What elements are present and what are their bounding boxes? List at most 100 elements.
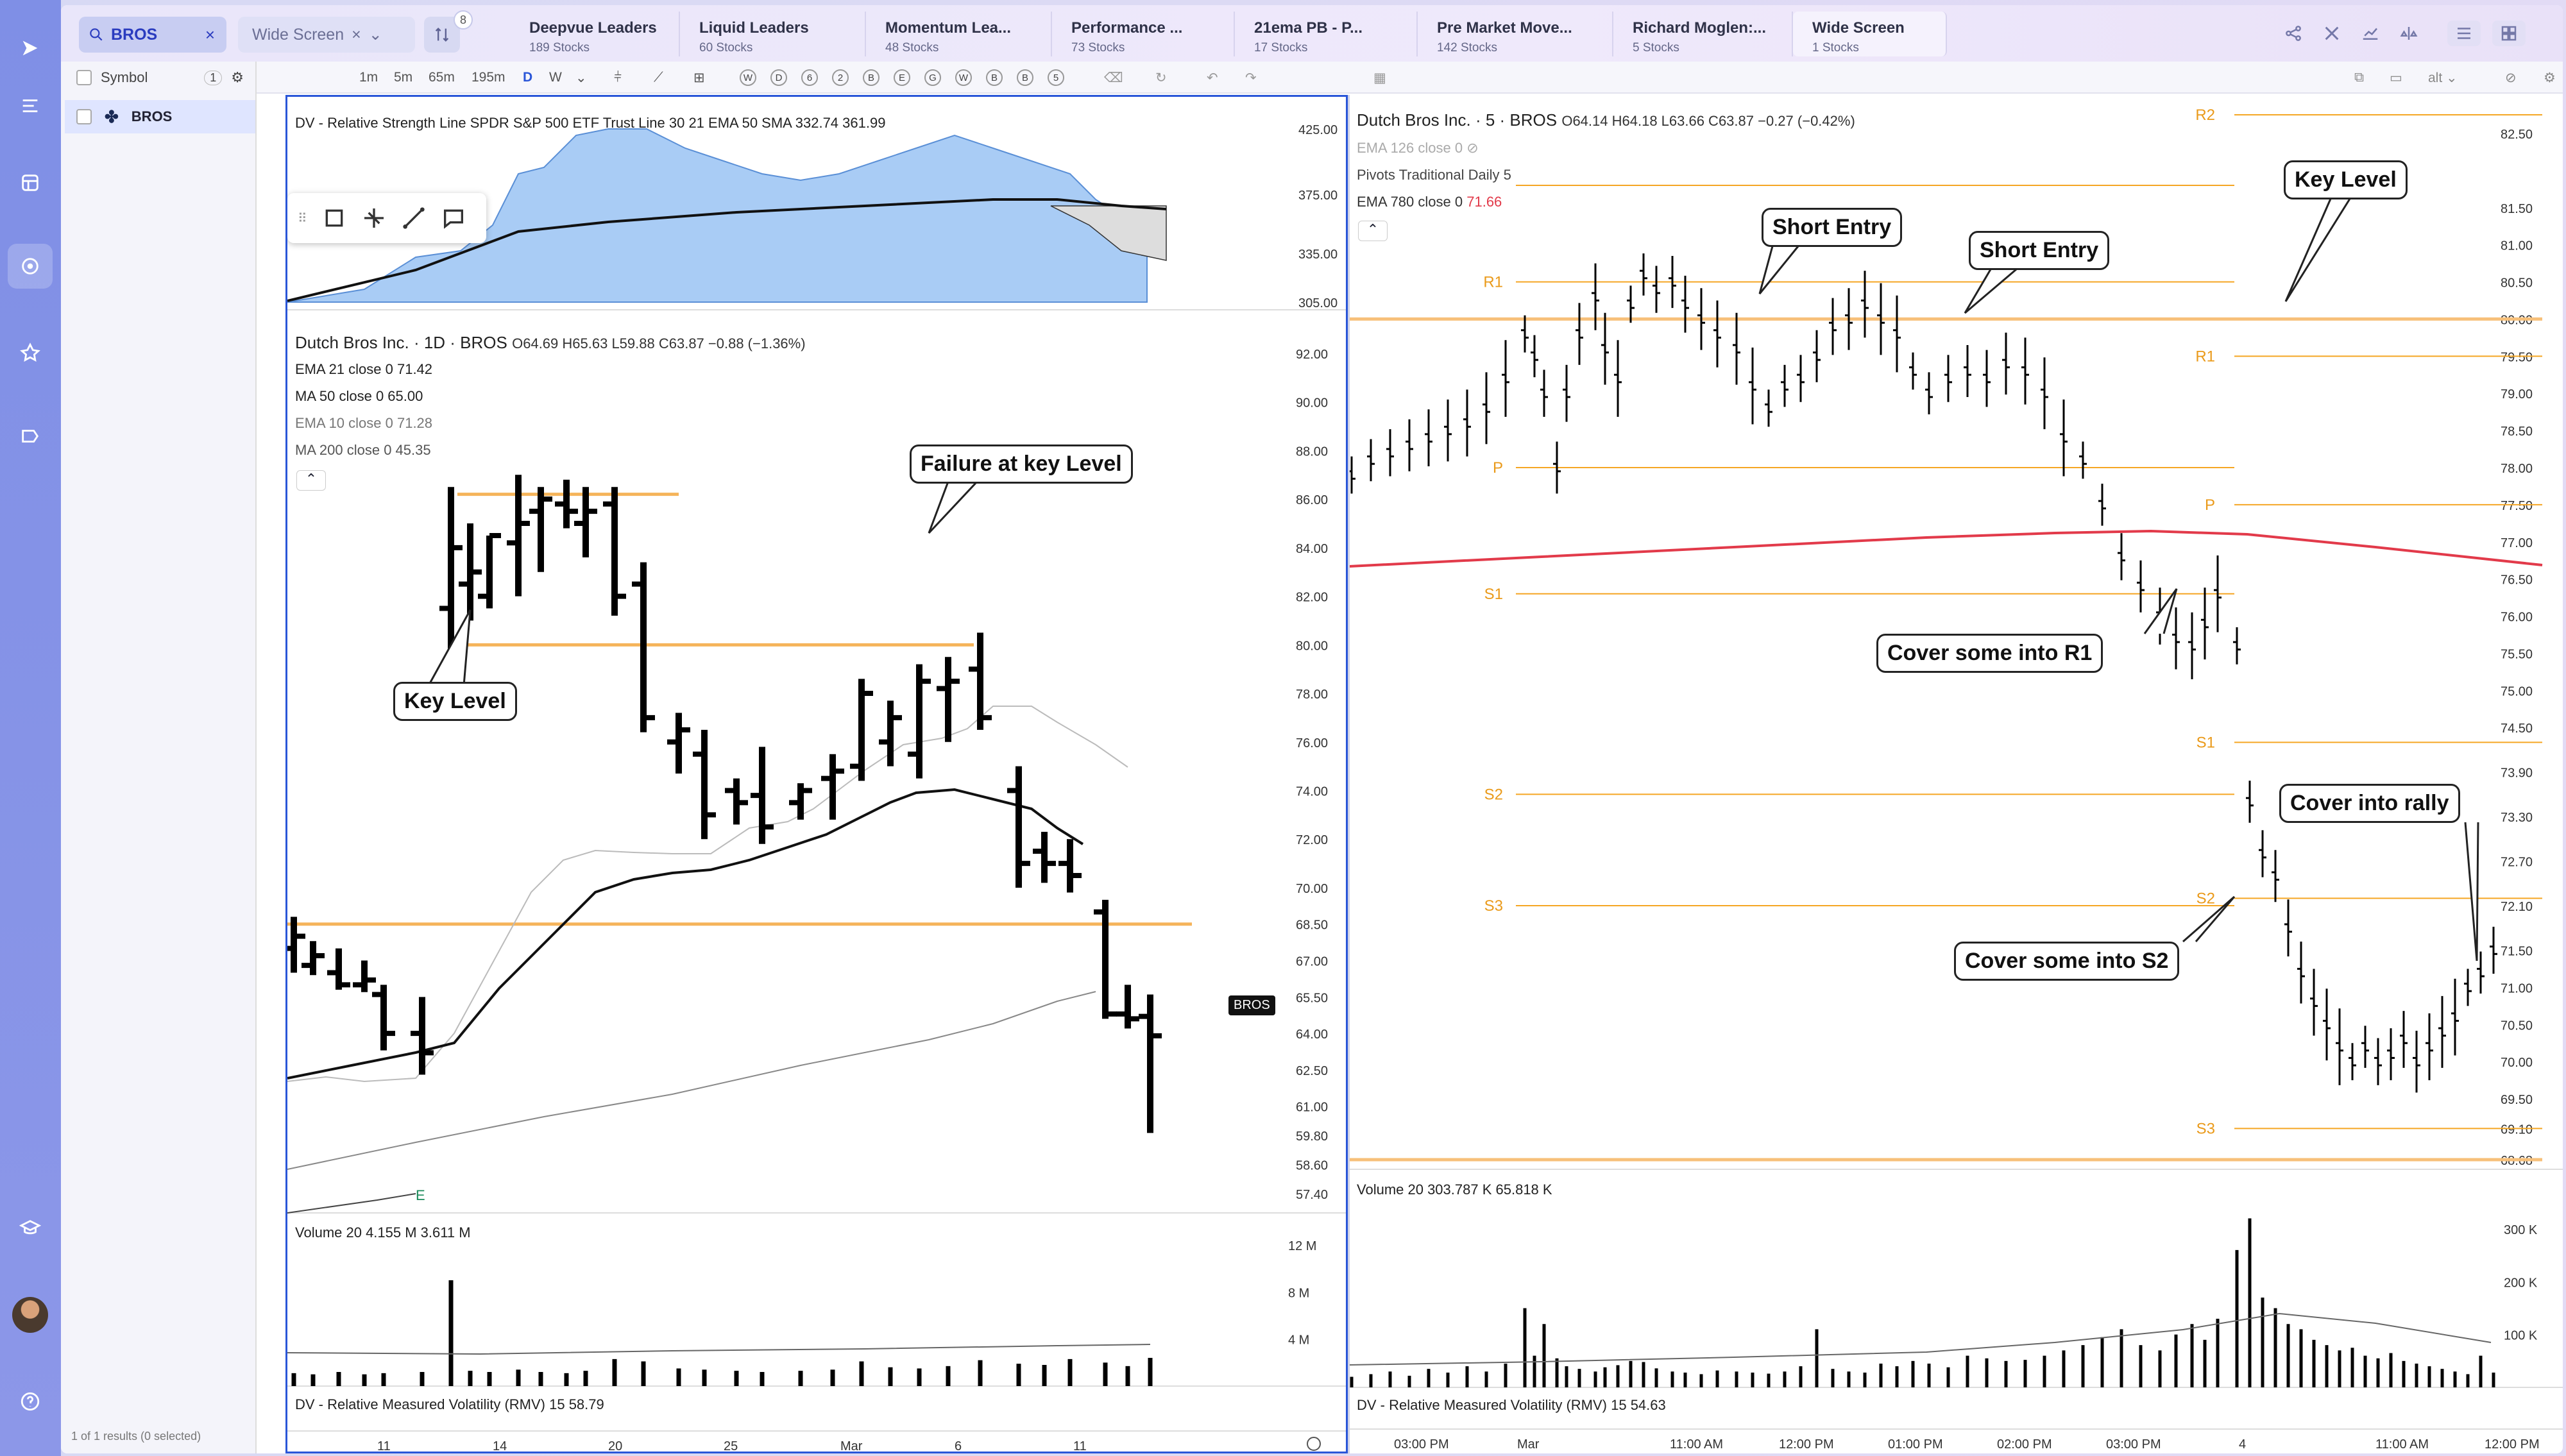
- folder-icon[interactable]: ▭: [2390, 70, 2402, 85]
- template-icon[interactable]: ⧉: [2354, 70, 2364, 85]
- calendar-icon[interactable]: ▦: [1373, 70, 1386, 85]
- indicators-icon[interactable]: ⫩: [614, 70, 622, 85]
- watchlist-tab[interactable]: Deepvue Leaders 189 Stocks: [510, 12, 680, 56]
- refresh-icon[interactable]: ↻: [1155, 70, 1167, 85]
- grid-view-icon[interactable]: [2492, 21, 2526, 46]
- eraser-icon[interactable]: ⌫: [1104, 70, 1123, 85]
- watchlist-tab-count: 5 Stocks: [1633, 41, 1679, 55]
- timeframe-button[interactable]: W: [549, 70, 562, 85]
- gear-icon[interactable]: ⚙: [231, 69, 244, 85]
- watchlist-tab[interactable]: Pre Market Move... 142 Stocks: [1418, 12, 1613, 56]
- indicator-toggle[interactable]: B: [1017, 69, 1033, 86]
- alert-icon[interactable]: ⊘: [2505, 70, 2517, 85]
- pivot-label: S3: [2196, 1120, 2215, 1137]
- indicator-toggle[interactable]: 5: [1048, 69, 1064, 86]
- chevron-down-icon[interactable]: ⌄: [575, 70, 587, 85]
- watchlist-tab[interactable]: Wide Screen 1 Stocks: [1793, 12, 1947, 56]
- collapse-legend-button[interactable]: ⌃: [296, 470, 326, 491]
- daily-chart-canvas[interactable]: 425.00 375.00 335.00 305.00 92.00 90.00 88.00 8…: [287, 97, 1348, 1453]
- eye-off-icon[interactable]: ⊘: [1466, 140, 1479, 156]
- logo-icon[interactable]: [8, 26, 53, 71]
- timeframe-button[interactable]: 5m: [394, 70, 413, 85]
- watchlist-tab[interactable]: Performance ... 73 Stocks: [1052, 12, 1235, 56]
- timeframe-button[interactable]: 1m: [359, 70, 378, 85]
- volume-axis-tick: 8 M: [1288, 1286, 1309, 1300]
- ema10-label: EMA 10 close 0 71.28: [295, 415, 433, 431]
- redo-icon[interactable]: ↷: [1245, 70, 1257, 85]
- chevron-down-icon[interactable]: ⌄: [368, 26, 382, 44]
- timeframe-button[interactable]: D: [523, 70, 533, 85]
- layout-select[interactable]: Wide Screen × ⌄: [238, 17, 415, 53]
- trendline-tool-icon[interactable]: [401, 205, 427, 231]
- indicator-toggle[interactable]: W: [740, 69, 756, 86]
- crosshair-tool-icon[interactable]: [361, 205, 387, 231]
- avatar[interactable]: [8, 1292, 53, 1337]
- learn-icon[interactable]: [8, 1206, 53, 1251]
- collapse-legend-button[interactable]: ⌃: [1358, 221, 1388, 241]
- price-axis-tick: 64.00: [1296, 1028, 1328, 1042]
- price-axis-tick: 72.00: [1296, 833, 1328, 847]
- callout-pointer: [2182, 895, 2236, 943]
- chart-line-icon[interactable]: [2358, 21, 2383, 46]
- list-item[interactable]: ✤ BROS: [65, 100, 255, 133]
- search-input[interactable]: BROS ×: [79, 17, 226, 53]
- intraday-chart-title: Dutch Bros Inc. · 5 · BROS O64.14 H64.18…: [1357, 110, 1855, 130]
- scan-icon[interactable]: [8, 414, 53, 459]
- price-axis-tick: 82.50: [2501, 128, 2533, 142]
- alt-label[interactable]: alt ⌄: [2428, 70, 2458, 85]
- earnings-marker[interactable]: E: [416, 1187, 425, 1203]
- star-icon[interactable]: [8, 330, 53, 375]
- indicator-toggle[interactable]: B: [863, 69, 879, 86]
- clear-search-button[interactable]: ×: [205, 24, 215, 44]
- watchlist-tab[interactable]: Liquid Leaders 60 Stocks: [680, 12, 866, 56]
- pane-divider[interactable]: [1348, 95, 1350, 1453]
- select-all-checkbox[interactable]: [76, 70, 92, 85]
- undo-icon[interactable]: ↶: [1207, 70, 1218, 85]
- symbol-ticker: BROS: [131, 108, 173, 124]
- pivot-label: R1: [2195, 348, 2215, 365]
- rectangle-tool-icon[interactable]: [321, 205, 347, 231]
- comment-tool-icon[interactable]: [441, 205, 466, 231]
- x-social-icon[interactable]: [2319, 21, 2345, 46]
- price-axis-tick: 92.00: [1296, 348, 1328, 362]
- charts-icon[interactable]: [8, 244, 53, 289]
- indicator-toggle[interactable]: B: [986, 69, 1003, 86]
- indicator-toggle[interactable]: G: [924, 69, 941, 86]
- drag-handle-icon[interactable]: ⠿: [298, 211, 307, 226]
- close-icon[interactable]: ×: [352, 25, 361, 44]
- layout-icon[interactable]: ⊞: [693, 70, 705, 85]
- dashboard-icon[interactable]: [8, 160, 53, 205]
- price-axis-tick: 74.00: [1296, 785, 1328, 799]
- price-axis-tick: 75.00: [2501, 684, 2533, 698]
- callout-cover-r1: Cover some into R1: [1876, 634, 2103, 673]
- row-checkbox[interactable]: [76, 109, 92, 124]
- timeframe-button[interactable]: 195m: [472, 70, 506, 85]
- indicator-toggle[interactable]: 6: [801, 69, 818, 86]
- ema780-value: 71.66: [1466, 194, 1502, 210]
- indicator-toggle[interactable]: D: [770, 69, 787, 86]
- indicator-toggle[interactable]: W: [955, 69, 972, 86]
- settings-icon[interactable]: ⚙: [2544, 70, 2556, 85]
- price-axis-tick: 86.00: [1296, 493, 1328, 507]
- intraday-chart-panel[interactable]: 82.5081.5081.0080.5080.0079.5079.0078.50…: [1349, 95, 2563, 1453]
- list-view-icon[interactable]: [2447, 21, 2481, 46]
- intraday-chart-canvas[interactable]: 82.5081.5081.0080.5080.0079.5079.0078.50…: [1349, 95, 2563, 1453]
- timeframe-button[interactable]: 65m: [429, 70, 455, 85]
- ma50-line: [287, 991, 1096, 1170]
- compare-icon[interactable]: [2396, 21, 2422, 46]
- left-nav: [0, 0, 61, 1456]
- watchlist-tab[interactable]: 21ema PB - P... 17 Stocks: [1235, 12, 1418, 56]
- watchlist-tab[interactable]: Richard Moglen:... 5 Stocks: [1613, 12, 1793, 56]
- share-icon[interactable]: [2281, 21, 2306, 46]
- price-axis-tick: 70.00: [1296, 882, 1328, 896]
- help-icon[interactable]: [8, 1379, 53, 1424]
- x-axis-label: 11:00 AM: [1670, 1437, 1723, 1452]
- menu-icon[interactable]: [8, 83, 53, 128]
- indicator-toggle[interactable]: E: [894, 69, 910, 86]
- daily-chart-panel[interactable]: 425.00 375.00 335.00 305.00 92.00 90.00 88.00 8…: [285, 95, 1348, 1453]
- indicator-toggle[interactable]: 2: [832, 69, 849, 86]
- draw-icon[interactable]: ⟋: [654, 70, 663, 85]
- x-axis-label: 11:00 AM: [2375, 1437, 2429, 1452]
- watchlist-tab[interactable]: Momentum Lea... 48 Stocks: [866, 12, 1052, 56]
- rs-axis-tick: 335.00: [1298, 248, 1338, 262]
